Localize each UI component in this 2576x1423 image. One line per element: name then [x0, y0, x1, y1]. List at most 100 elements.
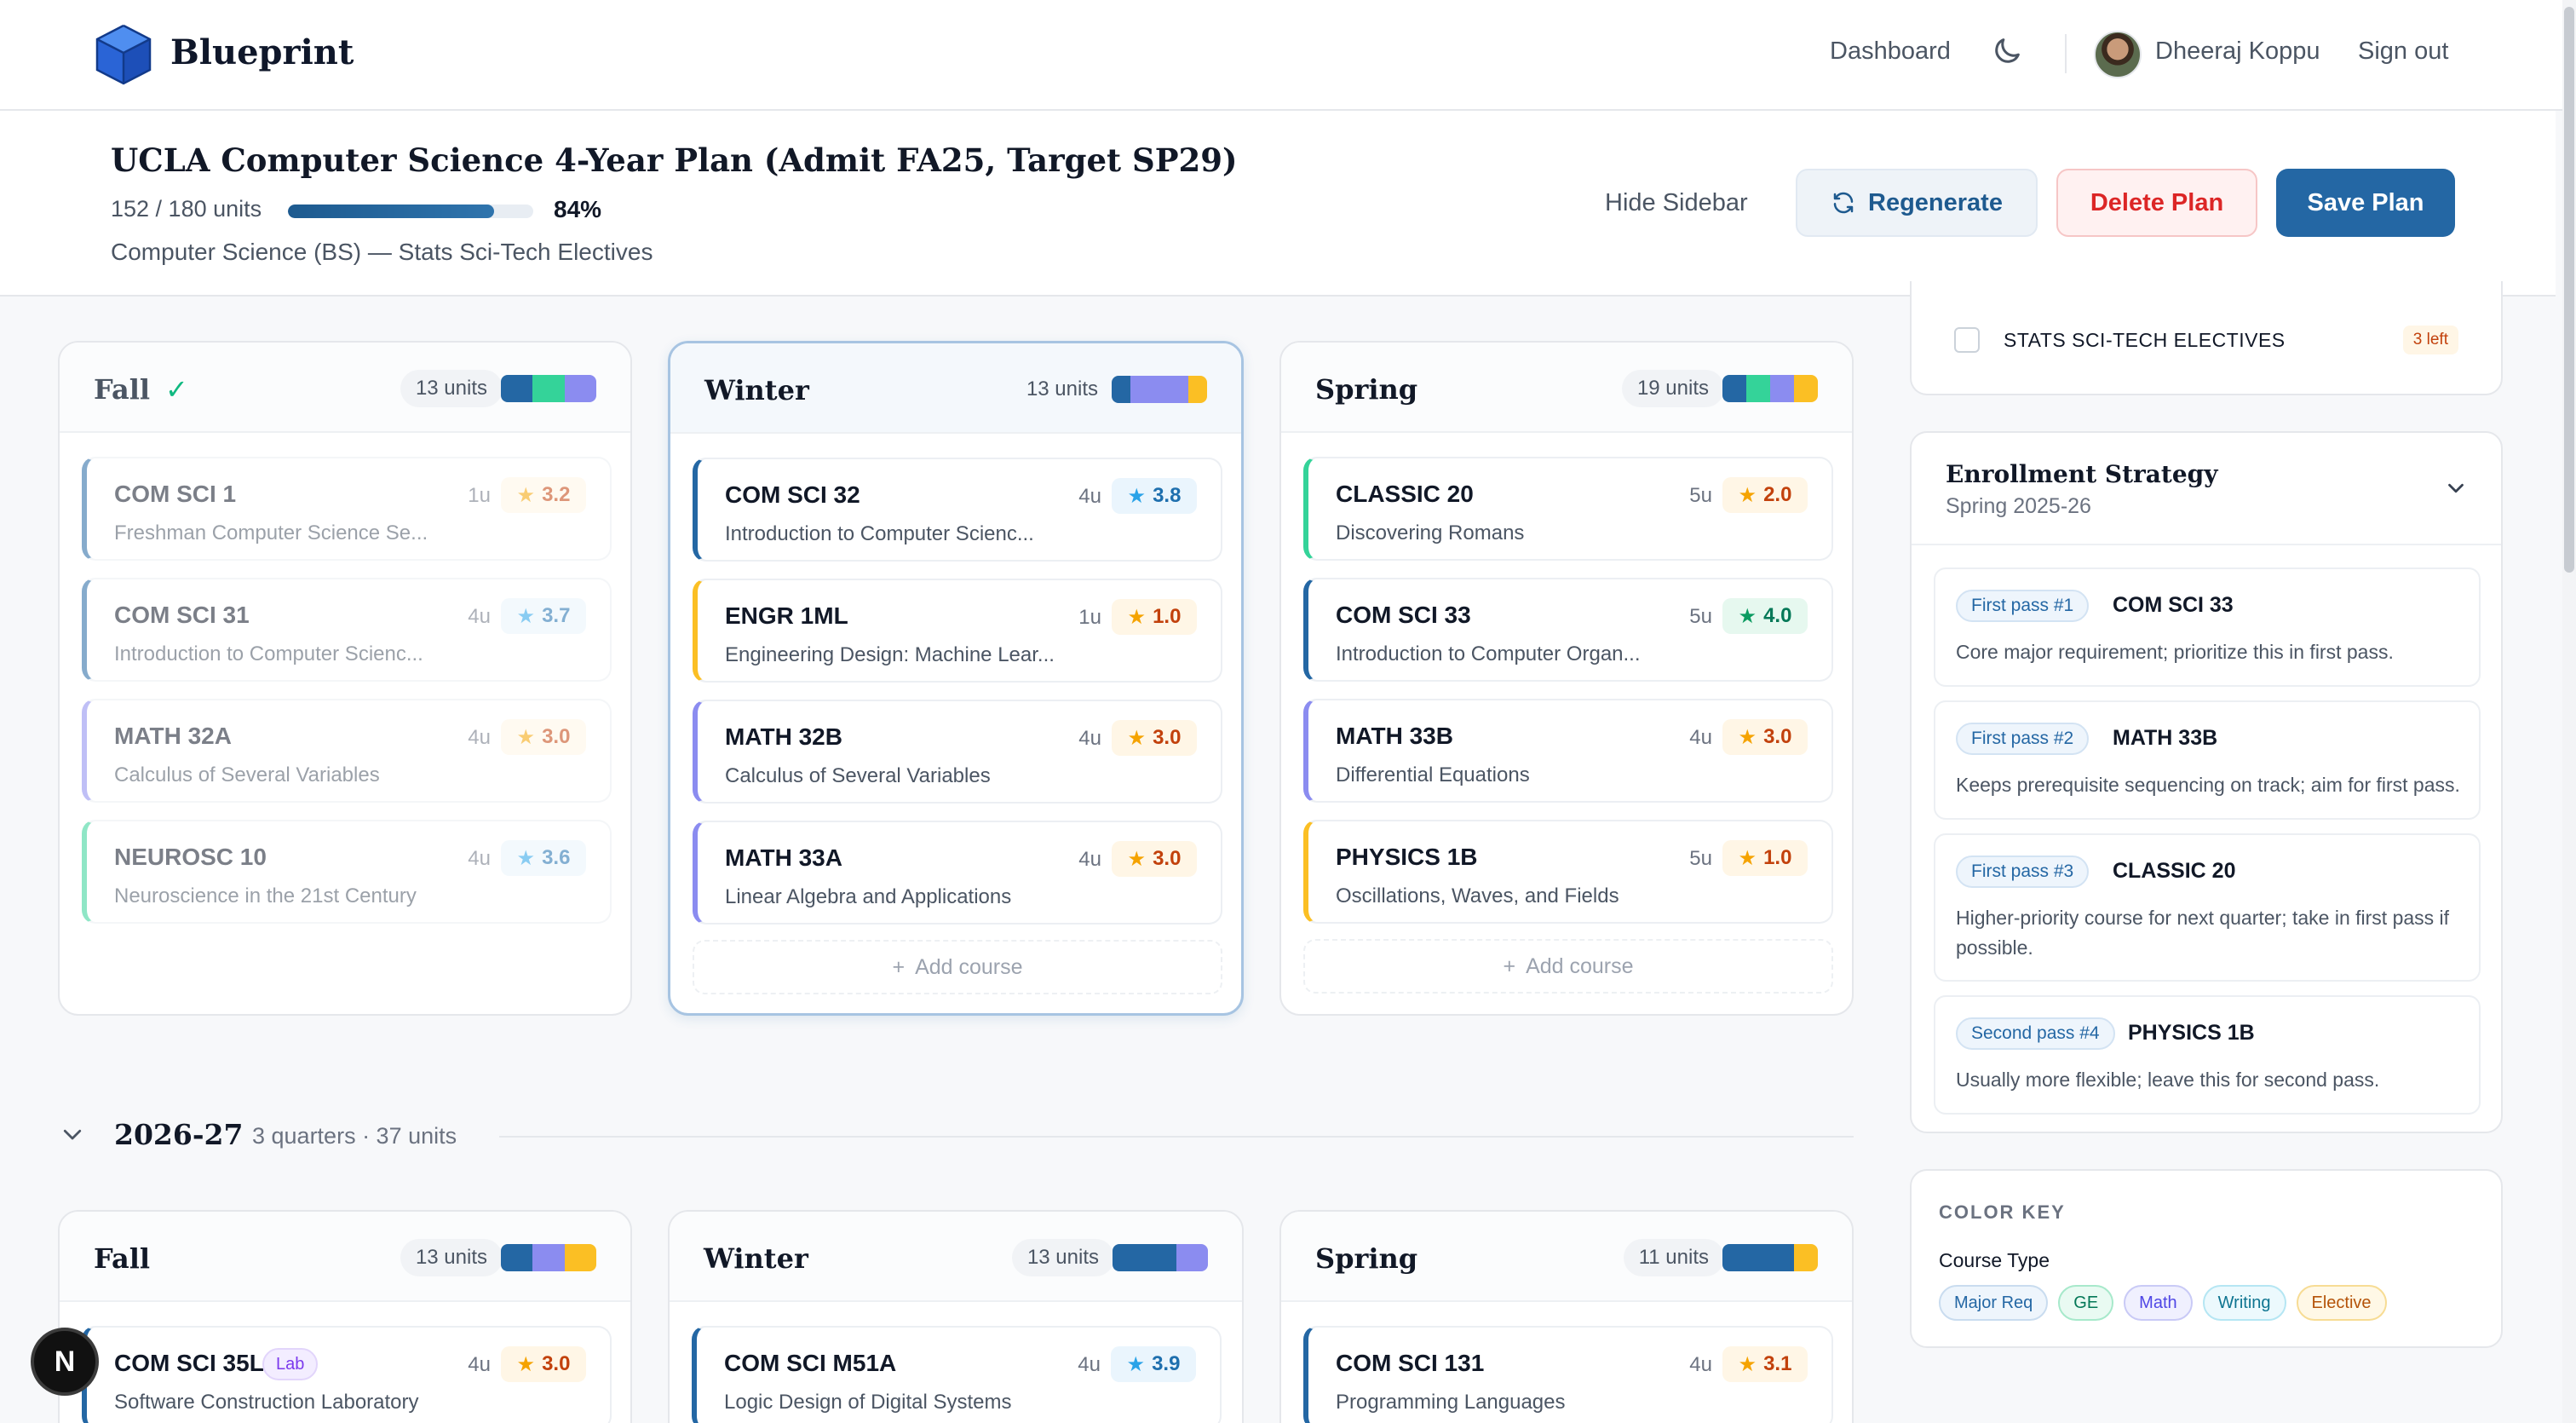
chevron-down-icon[interactable]: [60, 1121, 85, 1147]
scrollbar-thumb[interactable]: [2564, 7, 2574, 573]
regenerate-label: Regenerate: [1868, 188, 2003, 216]
quarter-units: 13 units: [1026, 377, 1098, 400]
page-scrollbar[interactable]: [2562, 0, 2576, 1423]
pass-badge: First pass #1: [1956, 590, 2090, 622]
course-card[interactable]: COM SCI 131 Programming Languages 4u ★ 3.…: [1303, 1326, 1833, 1423]
quarter-fall: Fall 13 units COM SCI 35L Lab Software C…: [58, 1210, 632, 1423]
course-rating: ★ 3.8: [1112, 478, 1197, 514]
course-card[interactable]: ENGR 1ML Engineering Design: Machine Lea…: [693, 579, 1222, 683]
course-card[interactable]: COM SCI M51A Logic Design of Digital Sys…: [692, 1326, 1222, 1423]
save-plan-button[interactable]: Save Plan: [2276, 169, 2455, 237]
user-name[interactable]: Dheeraj Koppu: [2155, 37, 2320, 65]
course-card[interactable]: CLASSIC 20 Discovering Romans 5u ★ 2.0: [1303, 457, 1833, 561]
quarter-header: Winter 13 units: [670, 343, 1241, 434]
course-rating: ★ 3.0: [501, 1346, 586, 1382]
chip-major-req: Major Req: [1939, 1285, 2049, 1321]
pass-badge: First pass #2: [1956, 723, 2090, 755]
pass-badge: First pass #3: [1956, 856, 2090, 888]
refresh-icon: [1833, 192, 1854, 214]
quarter-units: 13 units: [1011, 1239, 1114, 1276]
star-icon: ★: [1738, 483, 1757, 507]
course-code: MATH 32B: [725, 723, 842, 750]
moon-icon[interactable]: [1990, 34, 2024, 68]
course-units: 4u: [1078, 485, 1101, 508]
star-icon: ★: [1126, 1352, 1146, 1376]
course-units: 4u: [468, 726, 491, 749]
cube-logo-icon[interactable]: [95, 24, 152, 85]
course-rating: ★ 3.0: [1112, 720, 1197, 756]
course-rating: ★ 3.0: [1722, 719, 1808, 755]
star-icon: ★: [516, 604, 536, 628]
plus-icon: +: [892, 954, 906, 979]
strategy-item[interactable]: First pass #2 MATH 33B Keeps prerequisit…: [1934, 700, 2481, 820]
star-icon: ★: [1738, 1352, 1757, 1376]
quarter-winter: Winter 13 units COM SCI 32 Introduction …: [668, 341, 1244, 1016]
color-key-card: COLOR KEY Course Type Major Req GE Math …: [1910, 1169, 2503, 1348]
year-label[interactable]: 2026-27: [114, 1118, 244, 1151]
course-card[interactable]: MATH 32B Calculus of Several Variables 4…: [693, 700, 1222, 804]
course-card[interactable]: PHYSICS 1B Oscillations, Waves, and Fiel…: [1303, 820, 1833, 924]
quarter-type-bar: [1112, 376, 1207, 403]
course-title: Engineering Design: Machine Lear...: [725, 643, 1055, 666]
course-title: Software Construction Laboratory: [114, 1391, 419, 1414]
course-card[interactable]: COM SCI 32 Introduction to Computer Scie…: [693, 458, 1222, 562]
strategy-item[interactable]: Second pass #4 PHYSICS 1B Usually more f…: [1934, 995, 2481, 1115]
course-card[interactable]: MATH 32A Calculus of Several Variables 4…: [82, 699, 612, 803]
strategy-divider: [1912, 544, 2501, 545]
regenerate-button[interactable]: Regenerate: [1796, 169, 2038, 237]
rating-value: 3.0: [542, 725, 571, 748]
dev-tools-badge[interactable]: N: [31, 1328, 99, 1396]
course-card[interactable]: COM SCI 1 Freshman Computer Science Se..…: [82, 457, 612, 561]
sign-out-link[interactable]: Sign out: [2358, 37, 2449, 65]
strategy-item[interactable]: First pass #3 CLASSIC 20 Higher-priority…: [1934, 833, 2481, 982]
course-card[interactable]: COM SCI 35L Lab Software Construction La…: [82, 1326, 612, 1423]
color-key-chips: Major Req GE Math Writing Elective: [1939, 1285, 2387, 1321]
check-icon: ✓: [165, 374, 188, 405]
hide-sidebar-button[interactable]: Hide Sidebar: [1605, 189, 1748, 216]
strategy-title: Enrollment Strategy: [1946, 460, 2218, 488]
course-units: 4u: [468, 847, 491, 870]
course-code: CLASSIC 20: [1336, 481, 1474, 507]
quarter-header: Winter 13 units: [670, 1212, 1242, 1302]
requirement-checkbox[interactable]: [1954, 327, 1980, 353]
dashboard-link[interactable]: Dashboard: [1830, 37, 1951, 65]
chip-writing: Writing: [2202, 1285, 2286, 1321]
strategy-item[interactable]: First pass #1 COM SCI 33 Core major requ…: [1934, 567, 2481, 687]
quarter-name: Spring: [1315, 1242, 1418, 1275]
rating-value: 3.2: [542, 483, 571, 506]
delete-plan-button[interactable]: Delete Plan: [2056, 169, 2257, 237]
quarter-type-bar: [1722, 375, 1818, 402]
lab-badge: Lab: [262, 1348, 319, 1380]
quarter-name: Fall: [94, 373, 151, 406]
star-icon: ★: [1127, 605, 1147, 629]
top-navigation: Blueprint Dashboard Dheeraj Koppu Sign o…: [0, 0, 2576, 111]
rating-value: 4.0: [1763, 604, 1792, 627]
rating-value: 3.1: [1763, 1352, 1792, 1375]
course-code: PHYSICS 1B: [1336, 844, 1478, 870]
brand-name[interactable]: Blueprint: [170, 32, 354, 72]
star-icon: ★: [516, 846, 536, 870]
course-code: MATH 32A: [114, 723, 232, 749]
course-code: COM SCI 35L: [114, 1350, 264, 1376]
course-card[interactable]: COM SCI 31 Introduction to Computer Scie…: [82, 578, 612, 682]
course-card[interactable]: COM SCI 33 Introduction to Computer Orga…: [1303, 578, 1833, 682]
pass-description: Core major requirement; prioritize this …: [1956, 641, 2394, 663]
color-key-subtitle: Course Type: [1939, 1249, 2050, 1271]
course-card[interactable]: MATH 33A Linear Algebra and Applications…: [693, 821, 1222, 925]
add-course-button[interactable]: + Add course: [1303, 939, 1833, 994]
quarter-header: Fall 13 units: [60, 1212, 630, 1302]
user-avatar[interactable]: [2094, 31, 2142, 78]
course-title: Introduction to Computer Scienc...: [114, 642, 423, 665]
course-units: 4u: [1689, 726, 1712, 749]
add-course-button[interactable]: + Add course: [693, 940, 1222, 994]
star-icon: ★: [1127, 726, 1147, 750]
course-rating: ★ 4.0: [1722, 598, 1808, 634]
course-card[interactable]: NEUROSC 10 Neuroscience in the 21st Cent…: [82, 820, 612, 924]
course-units: 4u: [1078, 848, 1101, 871]
rating-value: 3.0: [542, 1352, 571, 1375]
chevron-down-icon[interactable]: [2443, 475, 2469, 501]
chip-math: Math: [2124, 1285, 2193, 1321]
course-card[interactable]: MATH 33B Differential Equations 4u ★ 3.0: [1303, 699, 1833, 803]
course-rating: ★ 2.0: [1722, 477, 1808, 513]
quarter-name: Winter: [704, 374, 809, 406]
